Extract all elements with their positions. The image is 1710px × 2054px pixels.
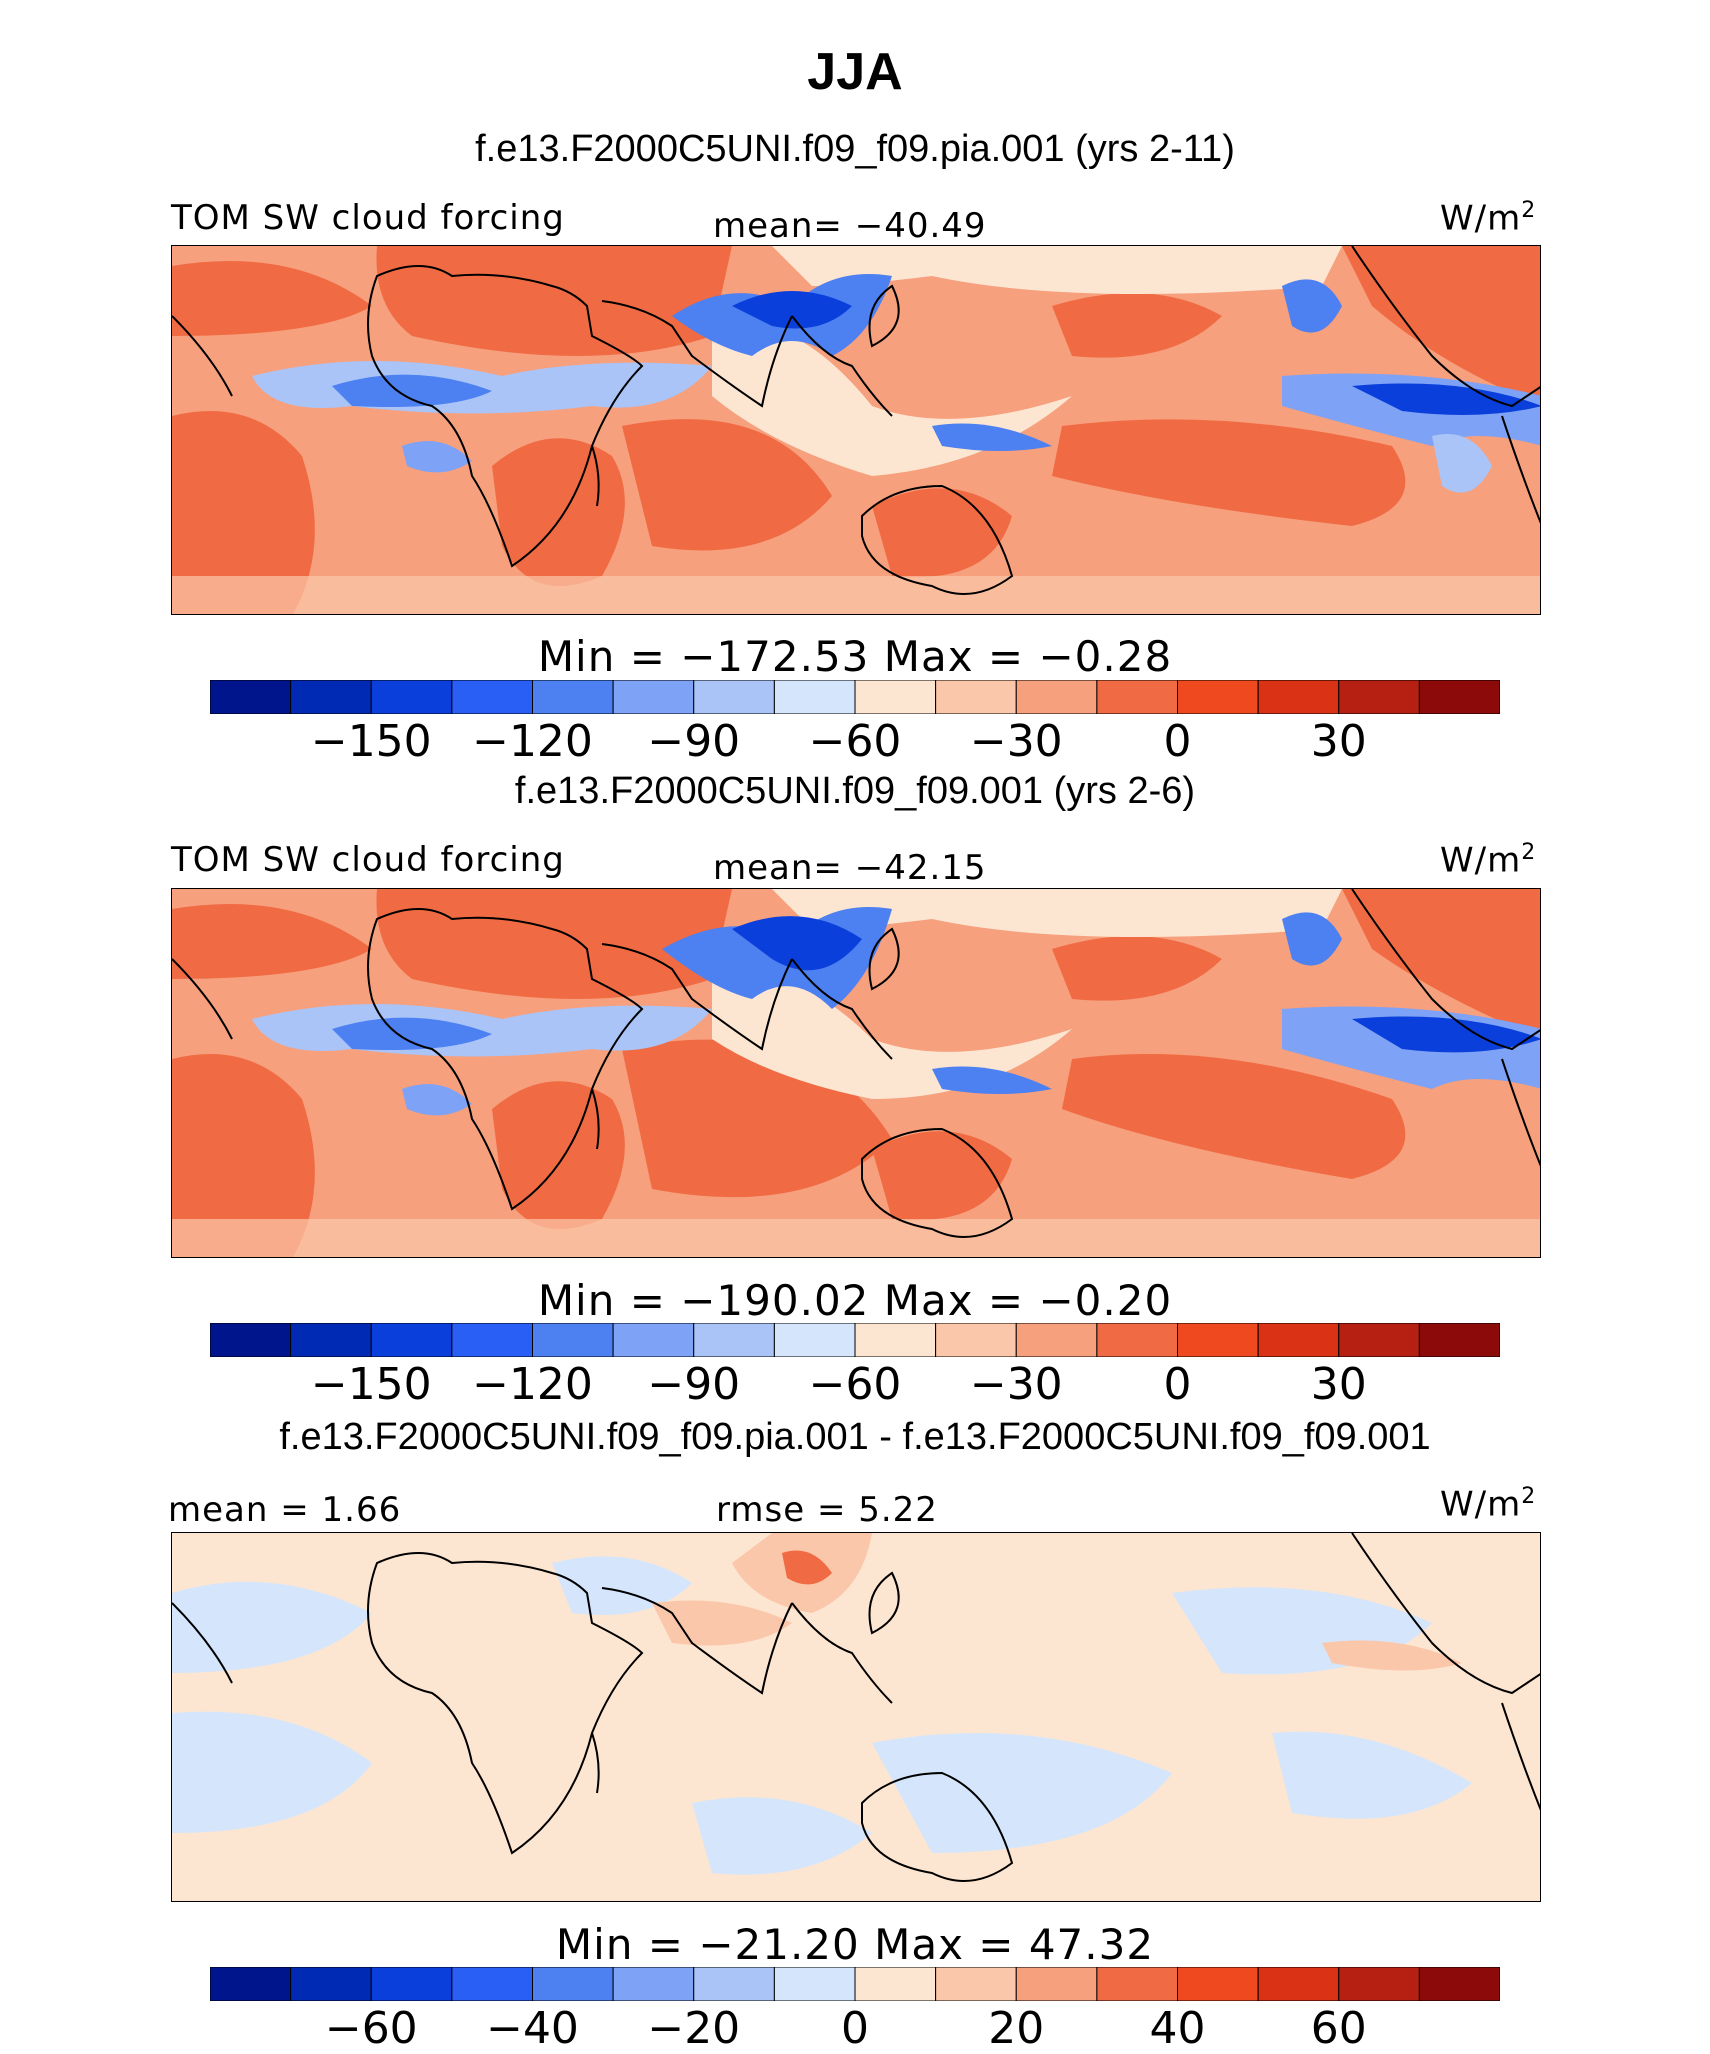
colorbar-tick-label: 0 — [1163, 1359, 1192, 1410]
colorbar-tick-label: −120 — [472, 716, 593, 767]
panel2-map — [171, 888, 1541, 1258]
colorbar-box — [1096, 1323, 1178, 1357]
colorbar-box — [935, 680, 1017, 714]
colorbar-box — [693, 680, 775, 714]
colorbar-box — [290, 1323, 372, 1357]
colorbar-box — [1257, 1967, 1340, 2001]
colorbar-tick-label: −30 — [969, 1359, 1063, 1410]
colorbar-tick-label: −150 — [310, 1359, 432, 1410]
colorbar-box — [1257, 680, 1340, 714]
colorbar-box — [1338, 1323, 1420, 1357]
colorbar-box — [854, 1967, 937, 2001]
colorbar-tick-label: −20 — [647, 2003, 741, 2054]
panel2-coastlines — [172, 889, 1540, 1238]
colorbar-box — [773, 1323, 856, 1357]
colorbar-box — [532, 680, 614, 714]
colorbar-tick-label: 30 — [1310, 1359, 1367, 1410]
panel3-coastlines — [172, 1533, 1540, 1882]
colorbar-box — [532, 1967, 614, 2001]
panel2-case-title: f.e13.F2000C5UNI.f09_f09.001 (yrs 2-6) — [514, 770, 1196, 812]
panel1-map — [171, 245, 1541, 615]
colorbar-tick-label: −60 — [324, 2003, 418, 2054]
colorbar-tick-label: −90 — [647, 1359, 741, 1410]
colorbar-box — [1177, 1967, 1259, 2001]
colorbar-box — [1338, 680, 1420, 714]
colorbar-tick-label: −40 — [486, 2003, 579, 2054]
colorbar-box — [1177, 680, 1259, 714]
panel1-mean: mean= −40.49 — [713, 206, 987, 246]
colorbar-box — [290, 1967, 372, 2001]
panel2-mean: mean= −42.15 — [713, 848, 987, 888]
panel1-coastlines — [172, 246, 1540, 595]
colorbar-tick-label: 0 — [841, 2003, 869, 2054]
colorbar-tick-label: −60 — [808, 1359, 902, 1410]
colorbar-box — [612, 1323, 695, 1357]
colorbar-box — [1015, 1967, 1098, 2001]
figure-title: JJA — [807, 43, 903, 101]
panel2-variable-label: TOM SW cloud forcing — [171, 840, 565, 880]
colorbar-box — [1338, 1967, 1420, 2001]
colorbar-box — [210, 680, 292, 714]
colorbar-box — [210, 1967, 292, 2001]
panel2-colorbar — [210, 1323, 1500, 1357]
colorbar-box — [854, 1323, 937, 1357]
colorbar-box — [210, 1323, 292, 1357]
colorbar-box — [290, 680, 372, 714]
panel2-minmax: Min = −190.02 Max = −0.20 — [537, 1276, 1173, 1325]
colorbar-box — [1096, 680, 1178, 714]
panel3-minmax: Min = −21.20 Max = 47.32 — [555, 1920, 1155, 1969]
colorbar-box — [1015, 680, 1098, 714]
colorbar-box — [451, 1323, 533, 1357]
colorbar-tick-label: 40 — [1149, 2003, 1206, 2054]
colorbar-box — [935, 1967, 1017, 2001]
panel1-units: W/m2 — [1440, 198, 1537, 239]
panel3-rmse: rmse = 5.22 — [716, 1490, 938, 1530]
colorbar-tick-label: 0 — [1163, 716, 1192, 767]
colorbar-tick-label: −150 — [310, 716, 432, 767]
colorbar-box — [854, 680, 937, 714]
panel1-variable-label: TOM SW cloud forcing — [171, 198, 565, 238]
panel3-case-title: f.e13.F2000C5UNI.f09_f09.pia.001 - f.e13… — [279, 1416, 1431, 1458]
colorbar-box — [370, 1967, 453, 2001]
colorbar-box — [1418, 1967, 1500, 2001]
colorbar-box — [451, 1967, 533, 2001]
panel1-field — [172, 246, 1540, 614]
colorbar-box — [370, 680, 453, 714]
colorbar-box — [1418, 1323, 1500, 1357]
colorbar-tick-label: −90 — [647, 716, 741, 767]
panel2-units: W/m2 — [1440, 840, 1537, 881]
colorbar-tick-label: −60 — [808, 716, 902, 767]
colorbar-tick-label: 20 — [988, 2003, 1045, 2054]
colorbar-box — [1418, 680, 1500, 714]
colorbar-box — [532, 1323, 614, 1357]
colorbar-tick-label: −30 — [969, 716, 1063, 767]
colorbar-box — [612, 680, 695, 714]
colorbar-box — [773, 680, 856, 714]
panel3-colorbar — [210, 1967, 1500, 2001]
colorbar-tick-label: −120 — [472, 1359, 593, 1410]
colorbar-box — [1177, 1323, 1259, 1357]
colorbar-box — [612, 1967, 695, 2001]
panel1-minmax: Min = −172.53 Max = −0.28 — [537, 632, 1173, 681]
panel1-colorbar — [210, 680, 1500, 714]
colorbar-tick-label: 60 — [1310, 2003, 1367, 2054]
panel1-case-title: f.e13.F2000C5UNI.f09_f09.pia.001 (yrs 2-… — [475, 128, 1235, 170]
colorbar-box — [935, 1323, 1017, 1357]
colorbar-box — [693, 1967, 775, 2001]
colorbar-box — [1096, 1967, 1178, 2001]
colorbar-box — [1015, 1323, 1098, 1357]
colorbar-tick-label: 30 — [1310, 716, 1367, 767]
colorbar-box — [773, 1967, 856, 2001]
colorbar-box — [370, 1323, 453, 1357]
panel3-units: W/m2 — [1440, 1484, 1537, 1525]
colorbar-box — [1257, 1323, 1340, 1357]
panel2-field — [172, 889, 1540, 1257]
panel3-mean: mean = 1.66 — [168, 1490, 402, 1530]
colorbar-box — [693, 1323, 775, 1357]
colorbar-box — [451, 680, 533, 714]
panel3-map — [171, 1532, 1541, 1902]
